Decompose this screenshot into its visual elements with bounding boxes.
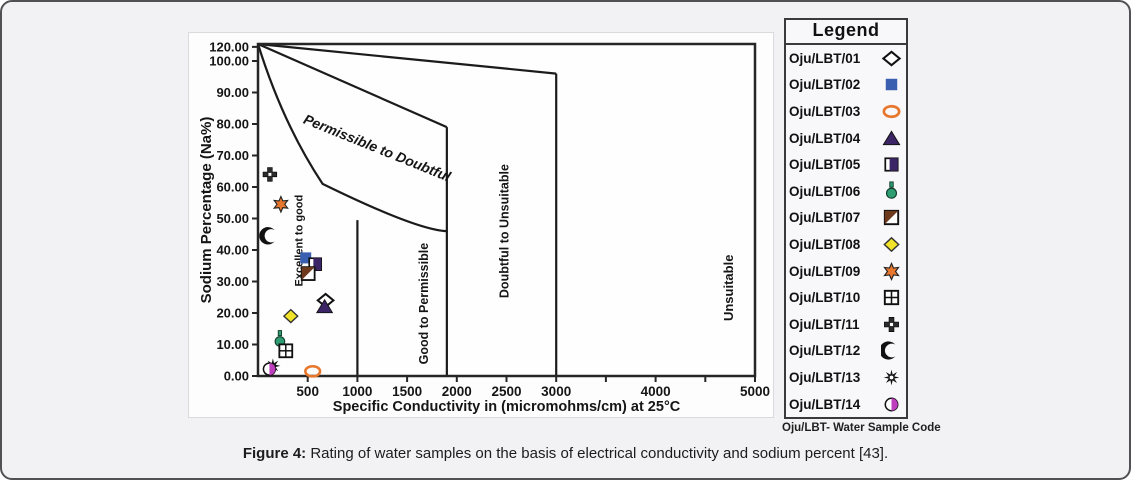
oju-lbt-04-point-marker-icon [315, 298, 334, 314]
y-tick-label: 50.00 [216, 211, 249, 226]
figure-caption: Figure 4: Rating of water samples on the… [2, 445, 1129, 462]
oju-lbt-02-marker-icon [885, 79, 898, 91]
oju-lbt-08-marker-icon [883, 236, 900, 253]
y-tick-label: 100.00 [209, 54, 249, 69]
legend-item-oju-lbt-12: Oju/LBT/12 [786, 338, 906, 365]
oju-lbt-07-point-marker-icon [300, 266, 316, 281]
oju-lbt-14-point-marker-icon [262, 362, 277, 376]
y-tick-label: 0.00 [224, 369, 249, 384]
oju-lbt-01-marker-icon [881, 50, 902, 67]
x-tick-label: 2000 [442, 384, 472, 399]
oju-lbt-02-point-marker-icon [300, 252, 312, 264]
oju-lbt-03-marker-icon [882, 104, 901, 119]
y-tick-label: 40.00 [216, 243, 249, 258]
y-tick-label: 20.00 [216, 306, 249, 321]
legend-item-label: Oju/LBT/10 [789, 290, 861, 306]
legend-title: Legend [786, 20, 906, 45]
oju-lbt-11-marker-icon [884, 316, 899, 332]
legend-panel: Legend Oju/LBT/01 Oju/LBT/02 Oju/LBT/03 Oju… [784, 18, 908, 420]
legend-item-label: Oju/LBT/05 [789, 157, 861, 173]
legend-item-oju-lbt-14: Oju/LBT/14 [786, 391, 906, 418]
x-tick-label: 2500 [491, 384, 521, 399]
figure-caption-text: Rating of water samples on the basis of … [310, 445, 889, 462]
legend-item-label: Oju/LBT/03 [789, 103, 861, 119]
y-tick-label: 10.00 [216, 337, 249, 352]
legend-item-oju-lbt-06: Oju/LBT/06 [786, 178, 906, 205]
legend-item-oju-lbt-13: Oju/LBT/13 [786, 364, 906, 391]
legend-item-label: Oju/LBT/11 [789, 316, 860, 332]
oju-lbt-12-marker-icon [881, 341, 896, 360]
oju-lbt-07-marker-icon [883, 210, 900, 226]
legend-item-oju-lbt-05: Oju/LBT/05 [786, 151, 906, 178]
oju-lbt-08-point-marker-icon [282, 308, 299, 324]
legend-item-oju-lbt-01: Oju/LBT/01 [786, 45, 906, 72]
x-tick-label: 3000 [541, 384, 571, 399]
zone-label: Unsuitable [721, 255, 736, 321]
zone-label: Doubtful to Unsuitable [498, 164, 512, 298]
legend-item-label: Oju/LBT/04 [789, 130, 861, 146]
oju-lbt-05-marker-icon [884, 157, 899, 172]
oju-lbt-09-point-marker-icon [272, 195, 289, 214]
x-tick-label: 4000 [641, 384, 671, 399]
legend-item-label: Oju/LBT/12 [789, 343, 861, 359]
chart-panel: Permissible to Doubtful Excellent to good… [188, 32, 774, 418]
y-tick-label: 70.00 [216, 148, 249, 163]
oju-lbt-06-marker-icon [885, 181, 898, 199]
legend-item-oju-lbt-03: Oju/LBT/03 [786, 98, 906, 125]
legend-item-oju-lbt-04: Oju/LBT/04 [786, 125, 906, 152]
legend-item-label: Oju/LBT/13 [789, 369, 861, 385]
legend-item-oju-lbt-08: Oju/LBT/08 [786, 231, 906, 258]
x-tick-label: 1500 [392, 384, 422, 399]
x-axis-title: Specific Conductivity in (micromohms/cm)… [333, 399, 681, 415]
legend-items: Oju/LBT/01 Oju/LBT/02 Oju/LBT/03 Oju/LBT/04… [786, 45, 906, 417]
y-axis-title: Sodium Percentage (Na%) [198, 117, 215, 304]
oju-lbt-13-marker-icon [883, 369, 900, 386]
oju-lbt-10-marker-icon [883, 290, 900, 306]
y-tick-label: 60.00 [216, 180, 249, 195]
figure-caption-label: Figure 4: [242, 445, 307, 462]
y-tick-label: 30.00 [216, 274, 249, 289]
y-tick-label: 80.00 [216, 117, 249, 132]
x-tick-label: 500 [296, 384, 319, 399]
legend-item-oju-lbt-11: Oju/LBT/11 [786, 311, 906, 338]
oju-lbt-09-marker-icon [883, 261, 900, 281]
legend-note: Oju/LBT- Water Sample Code [782, 422, 941, 434]
oju-lbt-03-point-marker-icon [304, 364, 322, 378]
legend-item-label: Oju/LBT/08 [789, 236, 861, 252]
zone-label: Excellent to good [294, 195, 306, 287]
y-tick-label: 90.00 [216, 85, 249, 100]
legend-item-oju-lbt-10: Oju/LBT/10 [786, 284, 906, 311]
legend-item-label: Oju/LBT/02 [789, 77, 861, 93]
x-tick-label: 5000 [740, 384, 770, 399]
x-tick-label: 1000 [342, 384, 372, 399]
legend-item-label: Oju/LBT/14 [789, 396, 861, 412]
oju-lbt-04-marker-icon [882, 129, 901, 145]
legend-item-oju-lbt-09: Oju/LBT/09 [786, 258, 906, 285]
legend-item-label: Oju/LBT/07 [789, 210, 861, 226]
legend-item-oju-lbt-02: Oju/LBT/02 [786, 72, 906, 99]
y-tick-label: 120.00 [209, 39, 249, 54]
legend-item-label: Oju/LBT/06 [789, 183, 861, 199]
oju-lbt-11-point-marker-icon [262, 167, 278, 182]
zone-label: Good to Permissible [417, 243, 431, 365]
legend-item-oju-lbt-07: Oju/LBT/07 [786, 205, 906, 232]
oju-lbt-10-point-marker-icon [278, 343, 294, 359]
oju-lbt-12-point-marker-icon [259, 227, 275, 245]
oju-lbt-14-marker-icon [884, 397, 899, 411]
legend-item-label: Oju/LBT/09 [789, 263, 861, 279]
legend-item-label: Oju/LBT/01 [789, 50, 861, 66]
